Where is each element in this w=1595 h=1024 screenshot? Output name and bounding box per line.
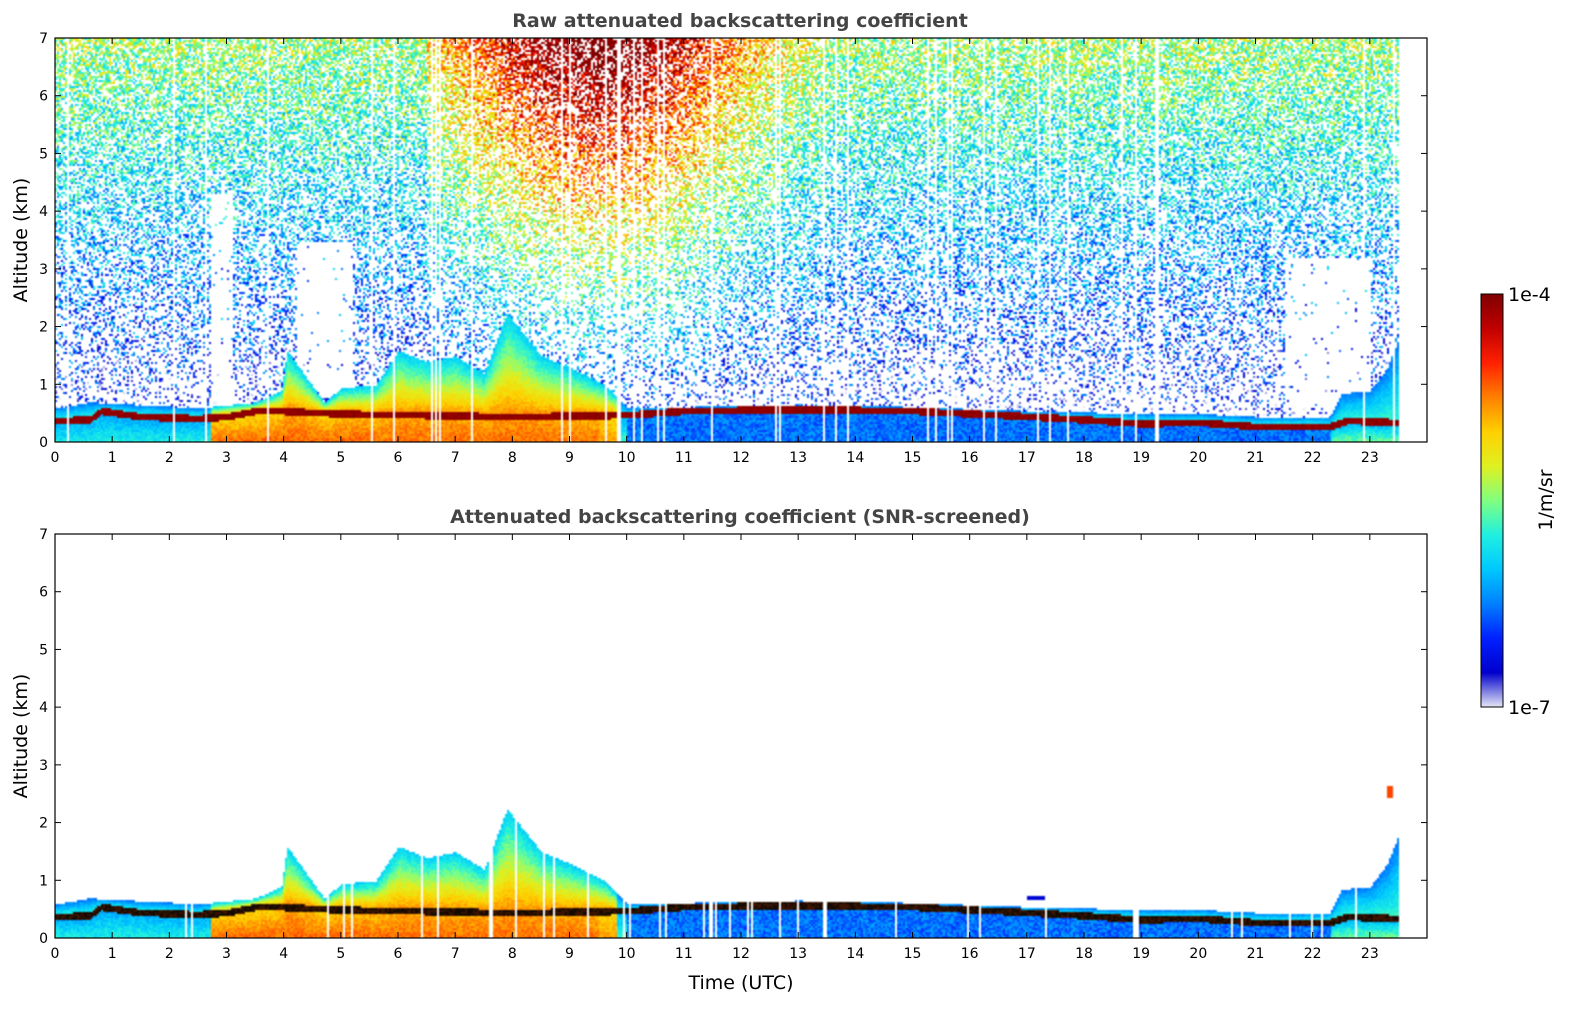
x-tick-label: 19 [1132, 450, 1150, 466]
x-tick-label: 11 [675, 946, 693, 962]
x-tick-label: 16 [961, 450, 979, 466]
y-axis-label: Altitude (km) [10, 178, 32, 303]
colorbar: 1e-4 1e-7 1/m/sr [1480, 284, 1557, 719]
colorbar-gradient [1481, 294, 1503, 707]
colorbar-max-label: 1e-4 [1508, 284, 1551, 306]
x-tick-label: 12 [732, 450, 750, 466]
x-tick-label: 4 [279, 946, 288, 962]
x-tick-label: 14 [846, 946, 864, 962]
x-tick-label: 23 [1361, 946, 1379, 962]
x-tick-label: 0 [51, 450, 60, 466]
x-tick-label: 7 [451, 946, 460, 962]
x-tick-label: 20 [1189, 946, 1207, 962]
y-tick-label: 6 [39, 89, 48, 105]
y-tick-label: 4 [39, 700, 48, 716]
raw-backscatter-panel: Raw attenuated backscattering coefficien… [10, 10, 1428, 466]
x-tick-label: 4 [279, 450, 288, 466]
x-tick-label: 1 [108, 450, 117, 466]
y-tick-label: 7 [39, 31, 48, 47]
x-tick-label: 15 [904, 946, 922, 962]
y-tick-label: 0 [39, 931, 48, 947]
x-tick-label: 21 [1247, 450, 1265, 466]
x-tick-label: 13 [789, 450, 807, 466]
x-tick-label: 12 [732, 946, 750, 962]
heatmap-image [55, 534, 1427, 938]
x-tick-label: 11 [675, 450, 693, 466]
y-tick-label: 3 [39, 262, 48, 278]
y-axis-ticks: 0 1 2 3 4 5 6 7 [39, 31, 1427, 451]
x-tick-label: 17 [1018, 450, 1036, 466]
y-tick-label: 1 [39, 873, 48, 889]
x-tick-label: 2 [165, 946, 174, 962]
x-tick-label: 0 [51, 946, 60, 962]
x-axis-ticks: 0 1 2 3 4 5 6 7 8 9 10 11 12 13 14 15 16 17 18 19 20 21 22 23 [51, 534, 1379, 962]
x-tick-label: 3 [222, 450, 231, 466]
x-tick-label: 13 [789, 946, 807, 962]
chart-title: Raw attenuated backscattering coefficien… [512, 10, 968, 32]
colorbar-frame [1480, 293, 1504, 708]
x-tick-label: 16 [961, 946, 979, 962]
x-axis-ticks: 0 1 2 3 4 5 6 7 8 9 10 11 12 13 14 15 16 17 18 19 20 21 22 23 [51, 38, 1379, 466]
x-tick-label: 17 [1018, 946, 1036, 962]
x-tick-label: 14 [846, 450, 864, 466]
x-tick-label: 8 [508, 450, 517, 466]
x-tick-label: 19 [1132, 946, 1150, 962]
y-tick-label: 5 [39, 642, 48, 658]
chart-title: Attenuated backscattering coefficient (S… [450, 506, 1030, 528]
x-tick-label: 9 [565, 450, 574, 466]
x-tick-label: 8 [508, 946, 517, 962]
x-tick-label: 18 [1075, 450, 1093, 466]
x-tick-label: 5 [336, 946, 345, 962]
x-tick-label: 6 [394, 946, 403, 962]
x-tick-label: 18 [1075, 946, 1093, 962]
y-axis-ticks: 0 1 2 3 4 5 6 7 [39, 527, 1427, 947]
x-tick-label: 10 [618, 450, 636, 466]
y-tick-label: 0 [39, 435, 48, 451]
x-tick-label: 6 [394, 450, 403, 466]
x-tick-label: 21 [1247, 946, 1265, 962]
x-tick-label: 5 [336, 450, 345, 466]
x-tick-label: 3 [222, 946, 231, 962]
x-axis-label: Time (UTC) [687, 972, 793, 994]
y-tick-label: 2 [39, 320, 48, 336]
x-tick-label: 22 [1304, 450, 1322, 466]
y-tick-label: 5 [39, 146, 48, 162]
x-tick-label: 9 [565, 946, 574, 962]
y-tick-label: 4 [39, 204, 48, 220]
y-tick-label: 3 [39, 758, 48, 774]
y-tick-label: 7 [39, 527, 48, 543]
screened-backscatter-panel: Attenuated backscattering coefficient (S… [10, 506, 1428, 994]
y-tick-label: 6 [39, 585, 48, 601]
x-tick-label: 20 [1189, 450, 1207, 466]
colorbar-label: 1/m/sr [1535, 469, 1557, 530]
x-tick-label: 22 [1304, 946, 1322, 962]
y-tick-label: 2 [39, 816, 48, 832]
y-axis-label: Altitude (km) [10, 674, 32, 799]
heatmap-image [55, 38, 1427, 442]
x-tick-label: 10 [618, 946, 636, 962]
x-tick-label: 7 [451, 450, 460, 466]
y-tick-label: 1 [39, 377, 48, 393]
x-tick-label: 2 [165, 450, 174, 466]
x-tick-label: 23 [1361, 450, 1379, 466]
x-tick-label: 15 [904, 450, 922, 466]
x-tick-label: 1 [108, 946, 117, 962]
colorbar-min-label: 1e-7 [1508, 697, 1551, 719]
